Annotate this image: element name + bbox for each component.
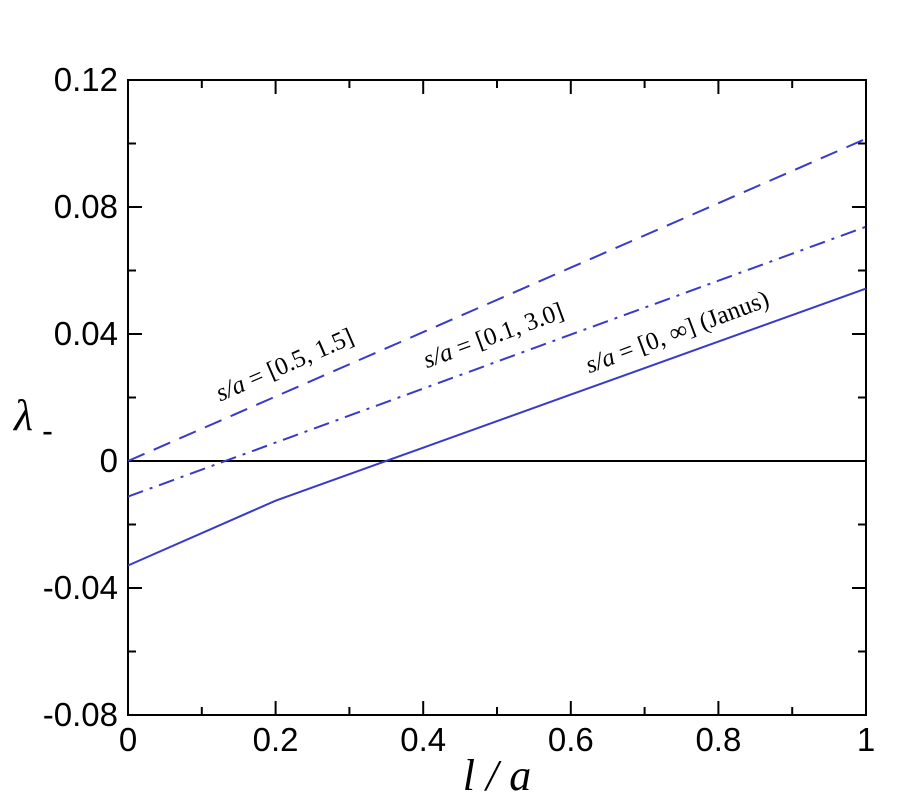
x-axis-title: l / a: [463, 751, 531, 800]
y-tick-label: 0.04: [54, 315, 118, 352]
axis-ticks: [127, 79, 867, 716]
axis-labels: 0 0.2 0.4 0.6 0.8 1 -0.08 -0.04 0 0.04 0.08 0.12 l /…: [12, 61, 875, 800]
series-annotation-2: s/a = [0.1, 3.0]: [420, 298, 568, 374]
x-tick-label: 0.4: [400, 721, 446, 758]
y-tick-label: -0.04: [43, 569, 118, 606]
y-tick-label: 0: [100, 442, 118, 479]
x-tick-label: 0.8: [695, 721, 741, 758]
series-layer: [127, 137, 867, 567]
y-tick-label: 0.08: [54, 188, 118, 225]
annotations: s/a = [0.5, 1.5] s/a = [0.1, 3.0] s/a = [0…: [212, 286, 773, 407]
series-annotation-1: s/a = [0.5, 1.5]: [212, 323, 358, 407]
y-axis-title: λ: [12, 391, 33, 440]
series-line-2: [127, 225, 867, 498]
x-tick-label: 0: [119, 721, 137, 758]
series-line-1: [127, 137, 867, 462]
y-tick-label: -0.08: [43, 696, 118, 733]
y-tick-label: 0.12: [54, 61, 118, 98]
series-line-3: [127, 287, 867, 567]
x-tick-label: 1: [857, 721, 875, 758]
y-axis-title-subscript: -: [42, 412, 53, 449]
x-tick-label: 0.6: [548, 721, 594, 758]
x-tick-label: 0.2: [253, 721, 299, 758]
